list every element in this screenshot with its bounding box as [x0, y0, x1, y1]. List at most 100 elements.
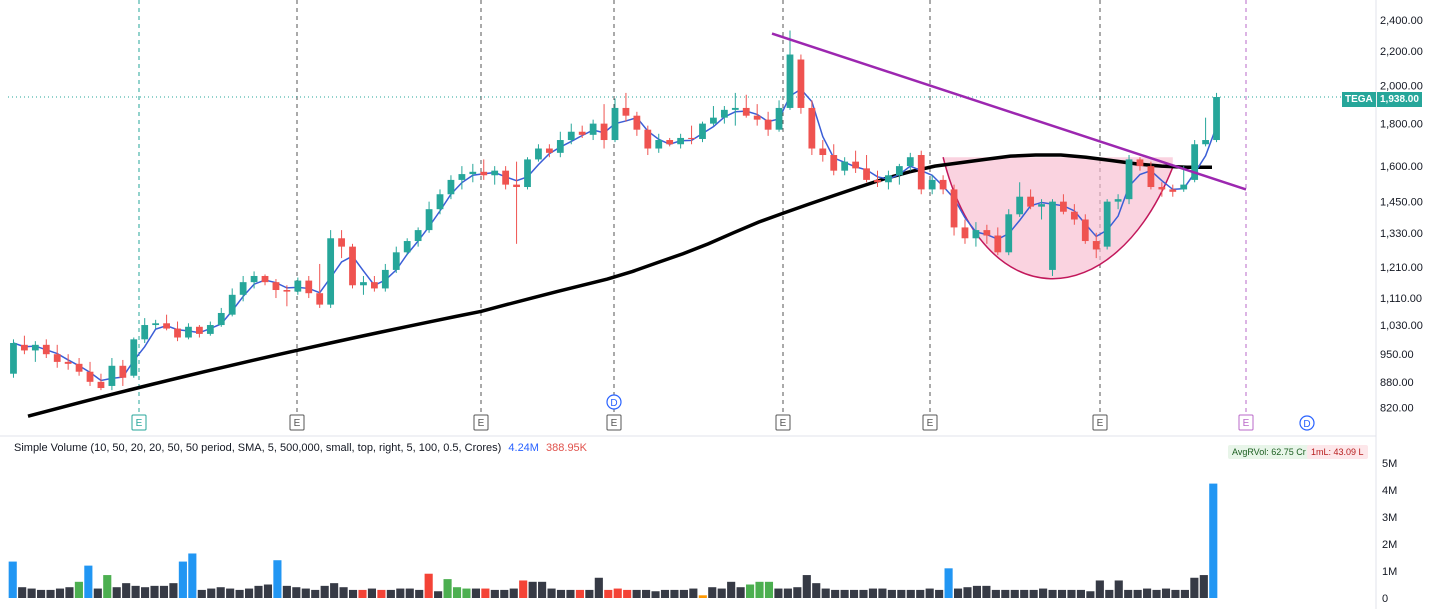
candle-body [349, 246, 356, 286]
volume-bar [604, 589, 613, 598]
volume-bar [528, 581, 537, 598]
candle-body [895, 166, 903, 176]
cup-pattern-stroke [942, 157, 1174, 280]
candle-body [447, 179, 455, 195]
candle-body [655, 140, 663, 149]
volume-tick-label: 5M [1382, 458, 1397, 470]
candle-body [261, 275, 269, 283]
volume-bar [1199, 575, 1208, 598]
volume-bar [1039, 588, 1048, 598]
candle-body [1136, 159, 1144, 167]
earnings-marker-label: E [136, 418, 143, 429]
volume-bar [1114, 580, 1123, 598]
volume-bar [37, 589, 46, 598]
volume-bar [103, 575, 112, 598]
volume-bar [1180, 589, 1189, 598]
volume-tick-label: 4M [1382, 485, 1397, 497]
volume-bar [746, 584, 755, 598]
volume-bar [1133, 589, 1142, 598]
volume-bar [216, 587, 225, 598]
candle-body [458, 174, 466, 180]
price-tick-label: 1,210.00 [1380, 262, 1423, 274]
volume-tick-label: 2M [1382, 539, 1397, 551]
candle-body [742, 107, 750, 116]
earnings-marker-label: E [1097, 418, 1104, 429]
last-price-tag: 1,938.00 [1377, 92, 1422, 107]
candle-body [86, 371, 94, 382]
volume-bar [150, 585, 159, 598]
candle-body [108, 365, 116, 386]
earnings-marker [775, 414, 791, 431]
volume-bar [878, 588, 887, 598]
volume-bar [65, 587, 74, 598]
candle-body [31, 344, 39, 351]
earnings-marker [922, 414, 938, 431]
volume-bar [1152, 589, 1161, 598]
candle-body [64, 361, 72, 364]
candle-body [152, 323, 160, 326]
volume-bar [226, 588, 235, 598]
earnings-marker [606, 414, 622, 431]
volume-bar [386, 589, 395, 598]
candle-body [906, 157, 914, 167]
volume-bar [1029, 589, 1038, 598]
volume-bar [348, 589, 358, 598]
volume-bar [1095, 580, 1104, 598]
volume-bar [660, 589, 670, 598]
volume-bar [207, 588, 216, 598]
earnings-marker-label: E [478, 418, 485, 429]
candle-body [1191, 144, 1199, 180]
volume-bar [897, 589, 906, 598]
price-tick-label: 1,330.00 [1380, 228, 1423, 240]
candle-body [852, 161, 860, 169]
earnings-marker-label: E [780, 418, 787, 429]
volume-bar [632, 589, 641, 598]
price-tick-label: 2,200.00 [1380, 46, 1423, 58]
volume-legend-label: Simple Volume (10, 50, 20, 20, 50, 50 pe… [14, 442, 502, 454]
volume-bar [859, 589, 868, 598]
candle-body [163, 323, 170, 329]
volume-bar [358, 589, 367, 598]
candle-body [1114, 199, 1122, 202]
volume-bar [991, 589, 1000, 598]
candle-body [994, 235, 1002, 253]
candle-body [97, 381, 105, 389]
candle-body [797, 59, 805, 108]
candle-body [1202, 140, 1209, 145]
volume-bar [141, 587, 150, 598]
dividend-marker [606, 394, 622, 410]
candle-body [1060, 201, 1067, 212]
volume-bar [434, 591, 443, 598]
candle-body [360, 282, 367, 286]
candle-body [414, 230, 422, 242]
price-tick-label: 1,030.00 [1380, 320, 1423, 332]
candle-body [885, 175, 892, 183]
earnings-marker-future-label: E [1243, 418, 1250, 429]
earnings-marker-future [1238, 414, 1254, 431]
candle-body [392, 252, 400, 270]
candle-body [545, 148, 553, 153]
volume-bar [405, 588, 414, 598]
candle-body [1147, 166, 1155, 188]
candle-body [316, 293, 324, 305]
volume-bar [8, 561, 17, 598]
price-tick-label: 1,110.00 [1380, 293, 1422, 305]
dividend-marker [1299, 415, 1315, 431]
volume-bar [481, 588, 490, 598]
volume-bar [339, 587, 348, 598]
volume-bar [585, 589, 594, 598]
candle-body [10, 342, 17, 374]
volume-bar [27, 588, 36, 598]
candle-body [753, 115, 761, 120]
candle-body [1081, 219, 1089, 242]
volume-bar [178, 561, 187, 598]
price-tick-label: 2,400.00 [1380, 15, 1423, 27]
candle-body [600, 123, 608, 141]
volume-bar [972, 585, 982, 598]
volume-bar [689, 588, 698, 598]
volume-legend-value-1: 4.24M [508, 442, 539, 454]
earnings-marker [131, 414, 147, 431]
candle-body [863, 168, 870, 180]
volume-bar [244, 588, 254, 598]
